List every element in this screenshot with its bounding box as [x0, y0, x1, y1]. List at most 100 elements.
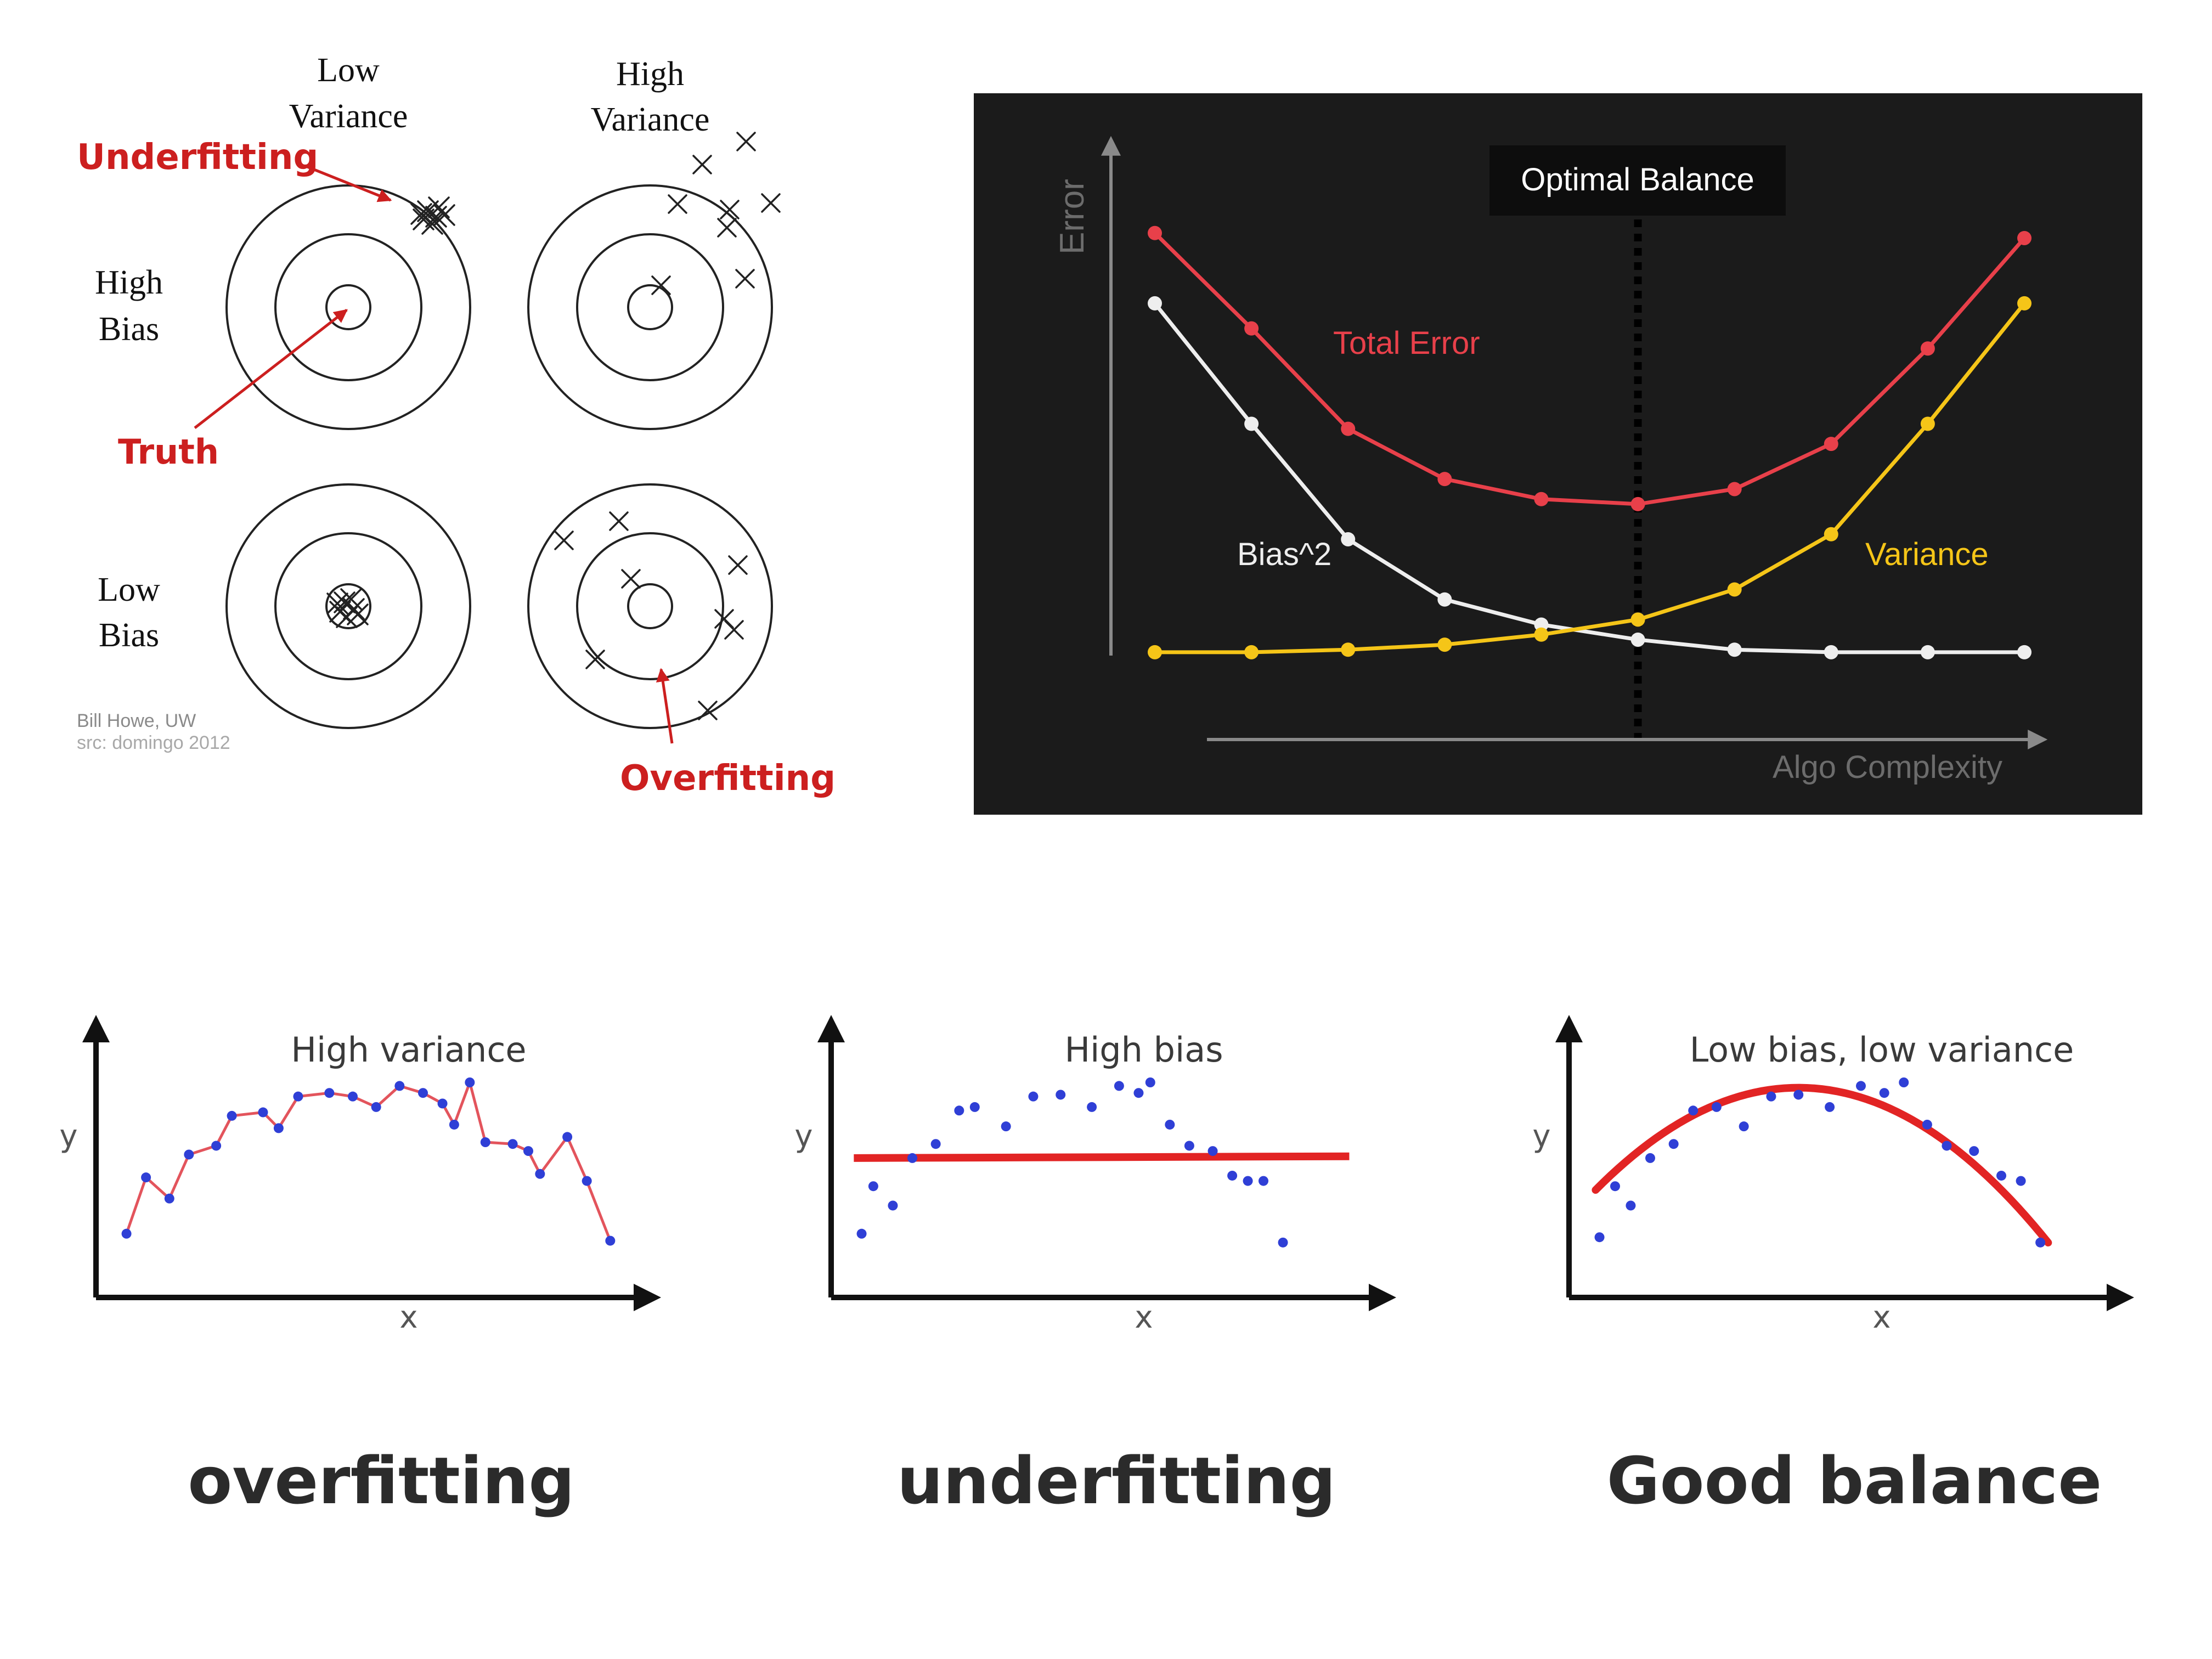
cross-lb-hv-5 [724, 620, 744, 640]
fit-point-2-19 [2035, 1237, 2046, 1248]
credit-line-1: Bill Howe, UW [77, 710, 196, 731]
ring-low-bias-high-var-0 [527, 483, 773, 729]
bias-squared-label: Bias^2 [1237, 537, 1331, 572]
cross-hb-hv-4 [761, 193, 781, 213]
series-point-1-0 [1148, 296, 1162, 311]
optimal-balance-label: Optimal Balance [1521, 162, 1754, 198]
fit-point-0-6 [258, 1107, 268, 1118]
fit-point-2-8 [1766, 1091, 1776, 1102]
series-point-1-7 [1824, 645, 1838, 659]
fit-point-2-4 [1668, 1139, 1679, 1149]
fit-point-2-0 [1594, 1232, 1605, 1243]
target-marks [326, 132, 781, 720]
series-line-0 [1153, 232, 2026, 506]
fit-title-1: High bias [1064, 1030, 1223, 1070]
cross-hb-lv-5 [410, 203, 432, 225]
fit-line-2 [1592, 1084, 2052, 1247]
ring-low-bias-low-var-0 [225, 483, 471, 729]
series-point-0-7 [1824, 437, 1838, 452]
fit-point-0-23 [605, 1235, 616, 1246]
cross-lb-hv-1 [609, 511, 629, 531]
cross-hb-hv-5 [717, 218, 737, 238]
series-point-2-1 [1244, 645, 1259, 659]
fit-point-1-4 [930, 1139, 941, 1149]
cross-lb-hv-0 [554, 531, 574, 550]
series-point-2-6 [1727, 582, 1742, 597]
truth-annotation: Truth [118, 432, 219, 472]
fit-point-2-10 [1825, 1102, 1835, 1112]
cross-hb-hv-0 [692, 155, 712, 174]
ring-high-bias-high-var-0 [527, 184, 773, 430]
fit-point-0-15 [449, 1119, 459, 1130]
fit-point-0-10 [348, 1091, 358, 1102]
series-point-1-5 [1630, 632, 1645, 647]
series-point-0-8 [1920, 341, 1935, 356]
variance-label: Variance [1865, 537, 1989, 572]
fit-point-0-11 [371, 1102, 381, 1112]
tradeoff-series [1148, 225, 2032, 659]
fit-point-1-3 [907, 1153, 917, 1163]
series-point-2-2 [1341, 642, 1356, 657]
fit-point-1-7 [1001, 1121, 1011, 1132]
row-label-high-bias-1: High [95, 264, 163, 301]
cross-lb-lv-5 [336, 606, 358, 628]
series-point-0-5 [1630, 496, 1645, 511]
fit-point-1-2 [888, 1200, 898, 1211]
cross-hb-hv-1 [736, 132, 756, 151]
fit-point-0-22 [582, 1176, 592, 1186]
fit-point-1-17 [1227, 1170, 1238, 1181]
cross-lb-hv-7 [698, 701, 718, 720]
cross-hb-hv-2 [668, 194, 687, 214]
fit-point-1-19 [1259, 1176, 1268, 1186]
fit-point-1-8 [1028, 1091, 1039, 1102]
series-point-0-3 [1437, 472, 1452, 487]
fit-point-2-11 [1856, 1081, 1866, 1091]
series-point-2-9 [2017, 296, 2032, 311]
fit-title-2: Low bias, low variance [1690, 1030, 2074, 1070]
fit-point-0-0 [121, 1228, 132, 1239]
col-label-low-variance-1: Low [317, 52, 380, 89]
fit-point-2-17 [1996, 1170, 2006, 1181]
credit-line-2: src: domingo 2012 [77, 732, 230, 753]
y-axis-label: Error [1053, 179, 1091, 255]
fit-y-label-1: y [794, 1119, 812, 1154]
row-label-high-bias-2: Bias [99, 311, 159, 348]
fit-point-1-6 [969, 1102, 980, 1112]
fit-point-0-19 [523, 1146, 533, 1156]
series-point-0-9 [2017, 230, 2032, 245]
fit-point-2-1 [1610, 1181, 1620, 1192]
cross-hb-lv-3 [428, 196, 450, 218]
fit-point-0-14 [437, 1098, 448, 1109]
series-point-1-3 [1437, 592, 1452, 607]
ring-high-bias-low-var-2 [325, 284, 371, 330]
col-label-high-variance-1: High [616, 55, 684, 93]
fit-point-1-14 [1165, 1119, 1175, 1130]
series-point-2-3 [1437, 637, 1452, 652]
fit-point-2-5 [1688, 1105, 1699, 1116]
fit-point-2-12 [1879, 1088, 1889, 1098]
cross-hb-hv-3 [720, 200, 740, 219]
series-point-0-4 [1534, 492, 1549, 506]
fit-point-0-3 [184, 1149, 194, 1160]
cross-lb-lv-3 [340, 588, 362, 610]
series-point-0-2 [1341, 421, 1356, 436]
fit-point-1-9 [1056, 1090, 1066, 1100]
ring-high-bias-low-var-1 [274, 233, 422, 381]
fit-title-0: High variance [291, 1030, 526, 1070]
fit-panel-1: High bias y x underfitting [794, 1015, 1396, 1519]
series-point-2-7 [1824, 527, 1838, 541]
fit-x-label-2: x [1872, 1300, 1891, 1335]
series-point-1-9 [2017, 645, 2032, 659]
underfitting-arrow [304, 164, 392, 202]
series-point-2-5 [1630, 612, 1645, 627]
fit-point-0-13 [418, 1088, 428, 1098]
fit-point-0-18 [507, 1139, 518, 1149]
fit-point-2-14 [1922, 1119, 1932, 1130]
fit-point-2-18 [2016, 1176, 2026, 1186]
fit-x-label-1: x [1135, 1300, 1153, 1335]
fit-point-2-15 [1942, 1141, 1952, 1151]
fit-point-0-7 [273, 1123, 284, 1133]
tradeoff-chart: Error Algo Complexity Optimal Balance To… [974, 93, 2142, 815]
ring-low-bias-low-var-1 [274, 532, 422, 680]
fit-point-0-8 [293, 1091, 303, 1102]
